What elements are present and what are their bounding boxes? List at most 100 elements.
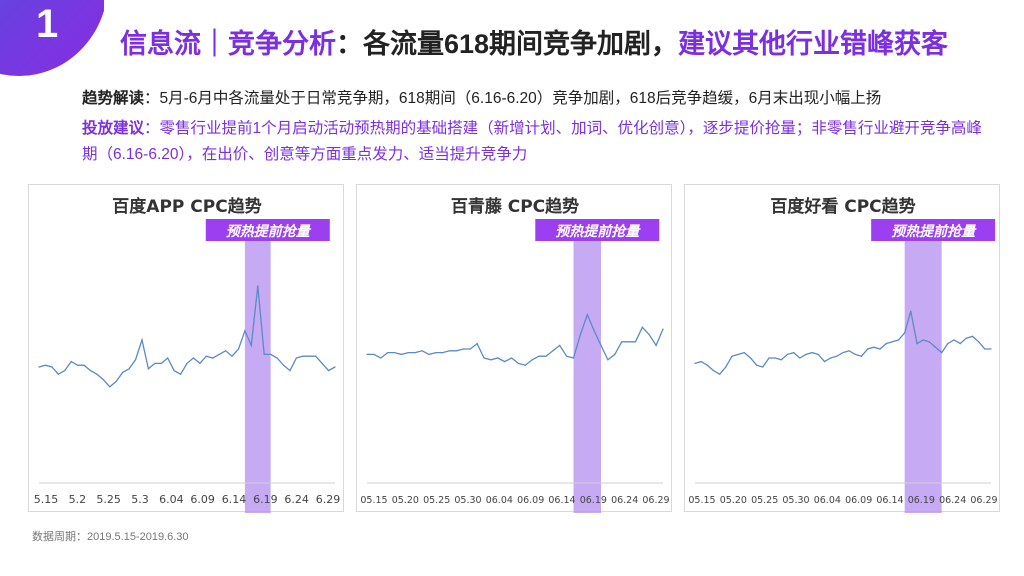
data-point: [634, 341, 637, 343]
data-point: [180, 373, 182, 375]
annotation-label: 预热提前抢量: [891, 223, 977, 240]
data-point: [566, 355, 568, 357]
data-point: [315, 355, 317, 357]
data-point: [984, 348, 986, 350]
data-point: [497, 357, 499, 359]
data-point: [971, 335, 974, 337]
advice-label: 投放建议: [82, 120, 145, 137]
data-point: [173, 370, 175, 372]
data-point: [276, 357, 278, 359]
data-point: [57, 373, 59, 375]
x-tick-label: 6.09: [190, 493, 215, 506]
data-point: [941, 352, 943, 354]
data-point: [928, 341, 930, 343]
data-point: [483, 357, 485, 359]
data-point: [115, 380, 117, 382]
data-point: [737, 353, 739, 355]
x-tick-label: 5.3: [131, 493, 149, 506]
x-tick-label: 06.09: [517, 495, 544, 506]
data-point: [947, 343, 949, 345]
data-point: [774, 357, 776, 359]
data-point: [244, 330, 246, 332]
corner-decoration: 1: [0, 0, 104, 78]
x-tick-label: 5.2: [69, 493, 87, 506]
data-point: [848, 350, 850, 352]
data-point: [799, 357, 801, 359]
data-point: [295, 357, 297, 359]
data-point: [934, 346, 937, 348]
data-point: [990, 348, 992, 350]
title-section: 信息流｜竞争分析: [120, 29, 336, 59]
data-point: [965, 337, 967, 339]
data-point: [421, 350, 423, 352]
data-point: [531, 359, 533, 361]
data-point: [830, 357, 832, 359]
trend-label: 趋势解读: [82, 90, 145, 107]
data-point: [442, 352, 444, 354]
data-point: [387, 352, 389, 354]
x-tick-label: 6.24: [284, 493, 309, 506]
data-point: [953, 339, 955, 341]
x-tick-label: 05.15: [688, 495, 715, 506]
data-point: [141, 339, 143, 341]
data-point: [44, 364, 46, 366]
data-point: [134, 359, 137, 361]
data-point: [218, 353, 220, 355]
x-tick-label: 05.20: [392, 495, 419, 506]
highlight-band: [904, 239, 942, 513]
chart-title: 百度好看 CPC趋势: [770, 196, 915, 217]
data-point: [225, 350, 227, 352]
x-tick-label: 06.19: [908, 495, 935, 506]
x-tick-label: 05.20: [720, 495, 747, 506]
data-point: [504, 361, 506, 363]
chart-baiqingteng: 预热提前抢量 百青藤 CPC趋势 05.15 05.20 05.25 05.30 06.04…: [360, 196, 670, 513]
data-point: [476, 343, 478, 345]
data-point: [786, 353, 789, 355]
data-point: [885, 343, 887, 345]
data-point: [64, 370, 66, 372]
data-point: [517, 362, 519, 364]
data-point: [414, 352, 416, 354]
data-point: [237, 348, 240, 350]
data-point: [435, 352, 437, 354]
data-point: [756, 364, 758, 366]
x-tick-label: 05.30: [782, 495, 809, 506]
data-point: [842, 352, 844, 354]
data-point: [38, 366, 40, 368]
data-point: [154, 362, 156, 364]
data-point: [462, 348, 464, 350]
x-tick-label: 06.14: [876, 495, 903, 506]
slide-number: 1: [36, 2, 59, 46]
data-point: [51, 366, 53, 368]
data-point: [805, 353, 807, 355]
x-tick-label: 06.29: [642, 495, 669, 506]
data-point: [648, 334, 650, 336]
x-tick-label: 5.25: [96, 493, 121, 506]
data-point: [400, 353, 402, 355]
data-point: [449, 350, 451, 352]
data-point: [706, 364, 708, 366]
x-tick-label: 06.04: [814, 495, 841, 506]
data-point: [538, 355, 540, 357]
data-point: [978, 341, 980, 343]
highlight-band: [244, 239, 271, 513]
chart-panel-baidu-haokan: 预热提前抢量 百度好看 CPC趋势 05.15 05.20 05.25 05.30 06.0…: [684, 184, 1000, 513]
data-point: [380, 357, 382, 359]
chart-panel-baiqingteng: 预热提前抢量 百青藤 CPC趋势 05.15 05.20 05.25 05.30 06.04…: [356, 184, 672, 513]
data-point: [128, 368, 130, 370]
chart-baidu-app: 预热提前抢量 百度APP CPC趋势 5.15 5.2 5.25 5.3 6.04 6.09 6…: [34, 196, 340, 513]
data-point: [600, 344, 602, 346]
data-point: [89, 370, 92, 372]
data-point: [854, 353, 856, 355]
data-point: [511, 357, 513, 359]
data-point: [700, 361, 702, 363]
series-line: [38, 285, 336, 388]
data-point: [607, 359, 609, 361]
data-point: [768, 357, 770, 359]
x-tick-label: 06.14: [548, 495, 575, 506]
x-tick-label: 06.04: [486, 495, 513, 506]
advice-text-retail: ：零售行业提前1个月启动活动预热期的基础搭建（新增计划、加词、优化创意），逐步提…: [144, 120, 812, 137]
data-point: [719, 373, 721, 375]
x-tick-label: 06.19: [580, 495, 607, 506]
data-point: [270, 353, 272, 355]
